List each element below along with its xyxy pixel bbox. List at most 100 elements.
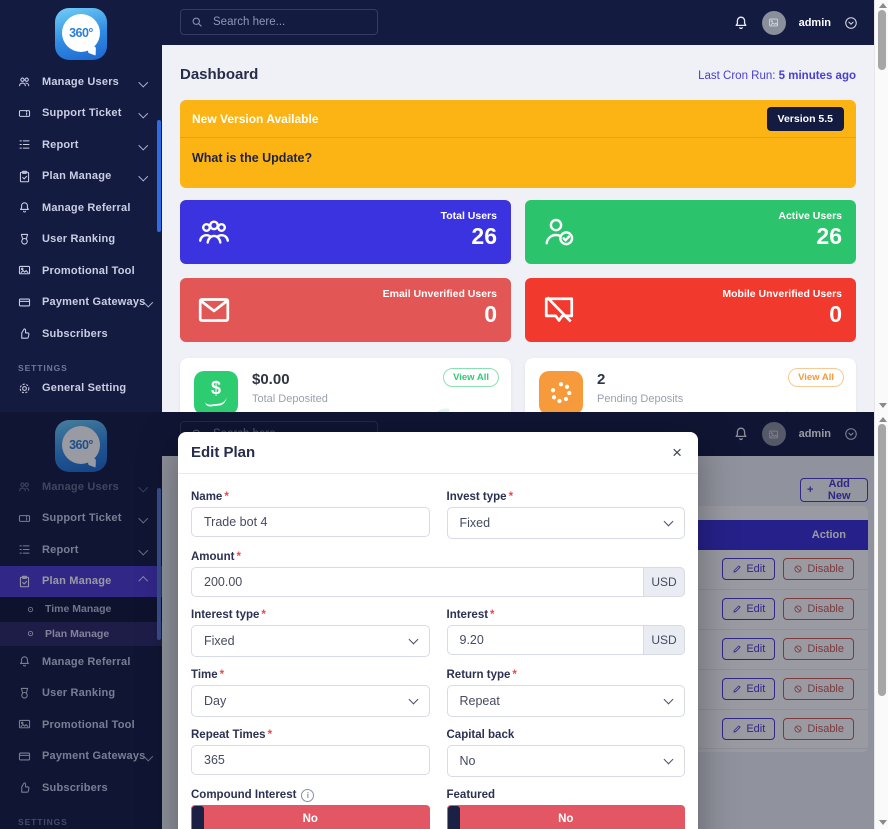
repeat-times-input[interactable] [191,745,430,775]
name-field: Name * [191,490,430,539]
capital-back-select[interactable]: No [446,745,685,777]
sidebar-item-subscribers[interactable]: Subscribers [0,318,162,350]
sidebar-item-manage-referral[interactable]: Manage Referral [0,646,162,678]
required-asterisk: * [236,551,241,563]
banner-question[interactable]: What is the Update? [192,151,313,165]
featured-toggle[interactable]: No [446,805,685,829]
summary-cards: $ $0.00 Total Deposited View All 2 Pendi… [180,358,856,412]
logo-text: 360° [69,438,93,452]
required-asterisk: * [267,729,273,741]
chevron-down-icon [408,634,418,645]
sidebar-item-report[interactable]: Report [0,534,162,566]
sidebar-scrollbar-thumb[interactable] [157,120,161,232]
info-icon [301,788,315,802]
return-type-select[interactable]: Repeat [446,685,685,717]
scroll-up-arrow[interactable] [878,417,887,422]
gear-icon [18,382,31,395]
banner-heading: New Version Available [192,111,319,126]
username-label[interactable]: admin [798,16,831,29]
edit-button[interactable]: Edit [722,558,776,581]
version-button[interactable]: Version 5.5 [766,106,844,131]
toggle-handle [447,806,460,829]
sidebar-item-subscribers[interactable]: Subscribers [0,772,162,804]
avatar[interactable] [761,10,786,35]
sidebar-item-support-ticket[interactable]: Support Ticket [0,98,162,130]
brand-logo[interactable]: 360° [55,8,107,60]
chevron-down-icon [663,754,674,765]
clipboard-icon [18,170,31,183]
required-asterisk: * [224,491,229,503]
sidebar-item-general-setting[interactable]: General Setting [0,373,162,405]
users-icon [18,75,31,88]
sidebar-item-user-ranking[interactable]: User Ranking [0,678,162,710]
message-slash-icon [541,292,577,328]
view-all-deposited-button[interactable]: View All [443,368,499,387]
sidebar-item-payment-gateways[interactable]: Payment Gateways [0,741,162,773]
edit-button[interactable]: Edit [722,598,776,621]
disable-button[interactable]: Disable [783,678,854,701]
sidebar-nav: Manage Users Support Ticket Report Plan … [0,471,162,827]
sidebar-item-plan-manage[interactable]: Plan Manage [0,565,162,597]
user-check-icon [541,214,577,250]
sidebar-subitem-time-manage[interactable]: Time Manage [0,597,162,622]
toggle-handle [192,806,204,829]
scroll-down-arrow[interactable] [878,820,887,825]
stat-card-mobile-unverified: Mobile Unverified Users 0 [525,278,856,342]
compound-interest-toggle[interactable]: No [191,805,430,829]
sidebar-item-payment-gateways[interactable]: Payment Gateways [0,287,162,319]
sidebar-item-user-ranking[interactable]: User Ranking [0,224,162,256]
sidebar-scrollbar-thumb[interactable] [157,488,161,640]
sidebar-item-promotional-tool[interactable]: Promotional Tool [0,255,162,287]
add-new-button[interactable]: + Add New [800,478,868,502]
edit-button[interactable]: Edit [722,678,776,701]
required-asterisk: * [490,609,495,621]
sidebar-item-manage-users[interactable]: Manage Users [0,66,162,98]
scrollbar-thumb[interactable] [878,424,886,696]
disable-button[interactable]: Disable [783,718,854,740]
invest-type-select[interactable]: Fixed [446,507,685,539]
name-input[interactable] [191,507,430,537]
chevron-down-icon [138,108,148,118]
brand-logo[interactable]: 360° [55,420,107,472]
disable-button[interactable]: Disable [783,638,854,661]
sidebar-item-plan-manage[interactable]: Plan Manage [0,161,162,193]
search-input[interactable] [211,15,367,29]
repeat-times-field: Repeat Times * [191,728,430,777]
interest-input[interactable] [446,625,643,655]
sidebar-item-manage-users[interactable]: Manage Users [0,471,162,503]
edit-button[interactable]: Edit [722,718,776,740]
currency-addon: USD [643,567,685,597]
interest-field: Interest* USD [446,608,685,657]
sidebar-item-support-ticket[interactable]: Support Ticket [0,503,162,535]
plus-icon: + [807,484,814,496]
chevron-down-circle-icon[interactable] [844,16,858,30]
chevron-down-icon [138,77,148,87]
avatar[interactable] [761,422,786,446]
time-select[interactable]: Day [191,685,430,717]
page-scrollbar[interactable] [874,412,888,829]
notification-bell-icon[interactable] [733,14,749,32]
scroll-up-arrow[interactable] [878,3,887,8]
sidebar-item-report[interactable]: Report [0,129,162,161]
sidebar-item-promotional-tool[interactable]: Promotional Tool [0,709,162,741]
scrollbar-thumb[interactable] [878,10,886,70]
chevron-down-icon [663,694,674,705]
page-scrollbar[interactable] [874,0,888,412]
view-all-pending-button[interactable]: View All [788,368,844,387]
scroll-down-arrow[interactable] [878,403,887,408]
search-box[interactable] [180,9,378,35]
compound-interest-field: Compound Interest No [191,788,430,829]
time-field: Time * Day [191,668,430,717]
edit-button[interactable]: Edit [722,638,776,661]
amount-input[interactable] [191,567,643,597]
sidebar-item-manage-referral[interactable]: Manage Referral [0,192,162,224]
username-label[interactable]: admin [798,428,831,440]
disable-button[interactable]: Disable [783,598,854,621]
sidebar-subitem-plan-manage[interactable]: Plan Manage [0,621,162,646]
cron-status: Last Cron Run: 5 minutes ago [698,70,856,82]
required-asterisk: * [261,609,266,621]
amount-field: Amount* USD [191,550,685,597]
disable-button[interactable]: Disable [783,558,854,581]
close-icon[interactable]: × [672,443,682,462]
interest-type-select[interactable]: Fixed [191,625,430,657]
